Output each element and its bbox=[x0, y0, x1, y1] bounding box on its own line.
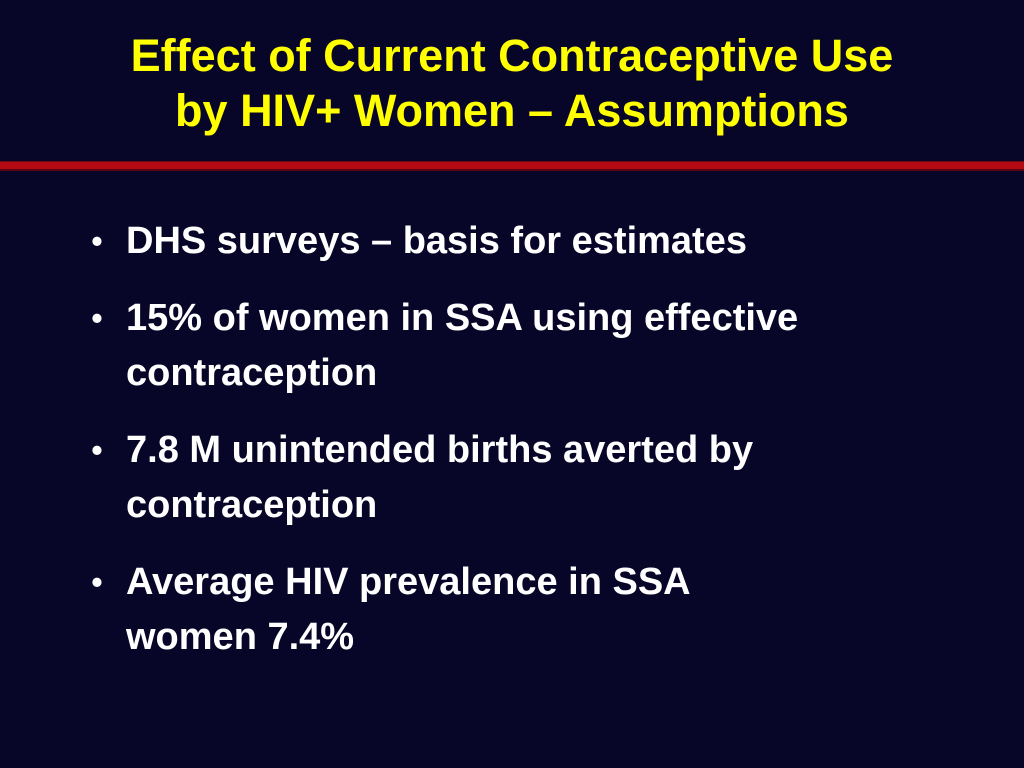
title-divider bbox=[0, 161, 1024, 171]
bullet-text-line-2: contraception bbox=[126, 352, 378, 394]
bullet-icon: • bbox=[91, 300, 103, 336]
bullet-text-line-1: 7.8 M unintended births averted by bbox=[126, 429, 754, 471]
bullet-text-line-2: women 7.4% bbox=[126, 616, 355, 658]
bullet-item: • 7.8 M unintended births averted by con… bbox=[0, 423, 1024, 533]
bullet-text-line-2: contraception bbox=[126, 484, 378, 526]
bullet-item: • 15% of women in SSA using effective co… bbox=[0, 291, 1024, 401]
bullet-item: • DHS surveys – basis for estimates bbox=[0, 214, 1024, 269]
bullet-icon: • bbox=[91, 564, 103, 600]
bullet-text-line-1: 15% of women in SSA using effective bbox=[126, 297, 799, 339]
bullet-text: DHS surveys – basis for estimates bbox=[126, 220, 747, 262]
bullet-icon: • bbox=[91, 432, 103, 468]
bullet-icon: • bbox=[91, 223, 103, 259]
title-line-2: by HIV+ Women – Assumptions bbox=[175, 85, 849, 136]
title-line-1: Effect of Current Contraceptive Use bbox=[130, 30, 894, 81]
bullet-text-line-1: Average HIV prevalence in SSA bbox=[126, 561, 691, 603]
bullet-list: • DHS surveys – basis for estimates • 15… bbox=[0, 214, 1024, 687]
slide-title: Effect of Current Contraceptive Use by H… bbox=[0, 28, 1024, 138]
bullet-item: • Average HIV prevalence in SSA women 7.… bbox=[0, 555, 1024, 665]
